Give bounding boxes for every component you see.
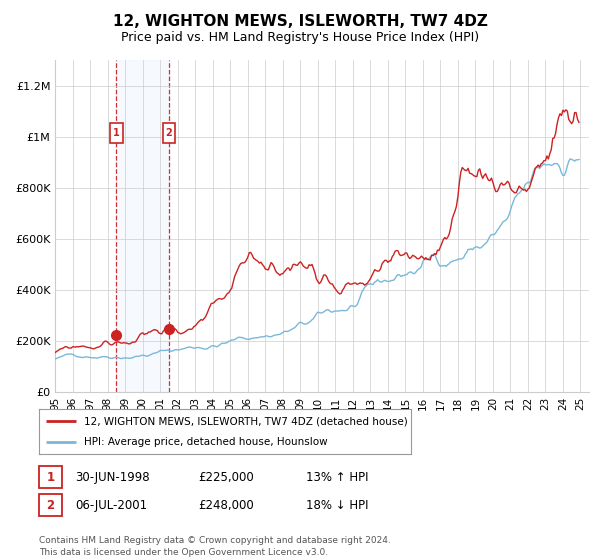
- Text: 12, WIGHTON MEWS, ISLEWORTH, TW7 4DZ: 12, WIGHTON MEWS, ISLEWORTH, TW7 4DZ: [113, 14, 487, 29]
- Text: HPI: Average price, detached house, Hounslow: HPI: Average price, detached house, Houn…: [83, 437, 327, 447]
- Text: 2: 2: [46, 498, 55, 512]
- Text: Contains HM Land Registry data © Crown copyright and database right 2024.
This d: Contains HM Land Registry data © Crown c…: [39, 536, 391, 557]
- Text: 2: 2: [166, 128, 172, 138]
- FancyBboxPatch shape: [110, 123, 122, 143]
- Text: £248,000: £248,000: [198, 498, 254, 512]
- Text: 1: 1: [113, 128, 120, 138]
- Text: £225,000: £225,000: [198, 470, 254, 484]
- Text: 18% ↓ HPI: 18% ↓ HPI: [306, 498, 368, 512]
- Text: 13% ↑ HPI: 13% ↑ HPI: [306, 470, 368, 484]
- Text: 1: 1: [46, 470, 55, 484]
- Text: Price paid vs. HM Land Registry's House Price Index (HPI): Price paid vs. HM Land Registry's House …: [121, 31, 479, 44]
- Text: 30-JUN-1998: 30-JUN-1998: [75, 470, 149, 484]
- FancyBboxPatch shape: [163, 123, 175, 143]
- Bar: [116, 60, 169, 392]
- Text: 12, WIGHTON MEWS, ISLEWORTH, TW7 4DZ (detached house): 12, WIGHTON MEWS, ISLEWORTH, TW7 4DZ (de…: [83, 416, 407, 426]
- Text: 06-JUL-2001: 06-JUL-2001: [75, 498, 147, 512]
